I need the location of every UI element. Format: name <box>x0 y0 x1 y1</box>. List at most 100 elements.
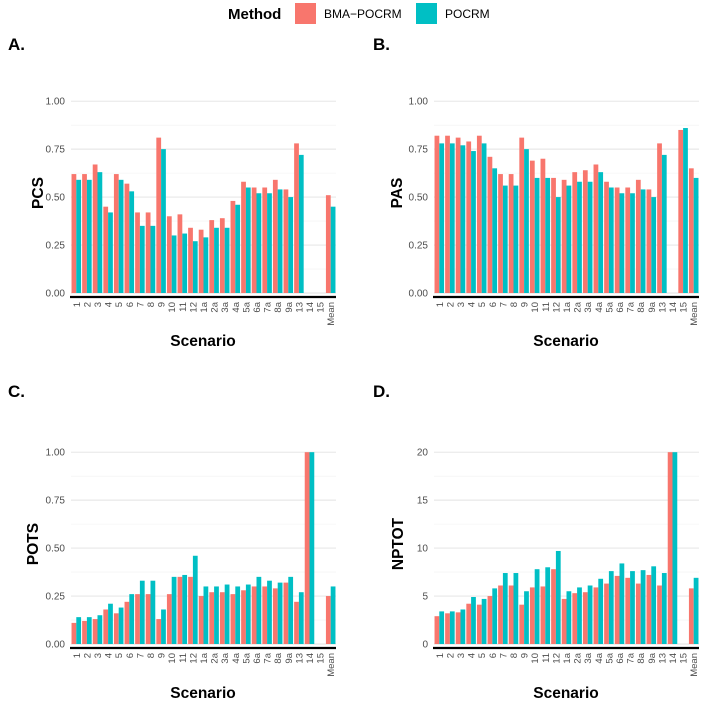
x-tick-label-c: 8 <box>146 653 157 658</box>
bar-c-pocrm-7 <box>139 580 145 644</box>
x-tick-label-a: 6 <box>125 302 136 307</box>
bar-d-pocrm-3 <box>460 609 466 644</box>
x-tick-label-b: 12 <box>551 302 562 313</box>
x-tick-label-b: 9a <box>647 301 658 312</box>
bar-a-bma-pocrm-5a <box>241 181 246 293</box>
bar-a-pocrm-2 <box>86 179 92 293</box>
bar-d-pocrm-12 <box>555 550 561 644</box>
x-tick-label-d: 15 <box>679 653 690 664</box>
bar-d-bma-pocrm-1a <box>561 598 567 644</box>
x-tick-label-c: 2a <box>210 652 221 663</box>
x-tick-label-d: 11 <box>541 653 552 663</box>
bar-c-pocrm-4 <box>108 603 113 644</box>
x-tick-label-d: 4a <box>594 652 605 663</box>
bar-b-pocrm-4a <box>598 172 604 293</box>
bar-d-bma-pocrm-13 <box>657 585 662 644</box>
x-tick-label-a: 1a <box>199 301 210 312</box>
bar-b-bma-pocrm-11 <box>540 158 546 293</box>
bar-d-bma-pocrm-4a <box>593 587 599 644</box>
bar-c-bma-pocrm-4 <box>103 609 109 644</box>
bar-c-bma-pocrm-6a <box>251 586 257 644</box>
bar-a-pocrm-10 <box>171 235 177 293</box>
x-tick-label-b: 14 <box>668 302 679 313</box>
bar-c-bma-pocrm-3a <box>219 592 225 644</box>
x-tick-label-d: 5a <box>604 652 615 663</box>
bar-c-bma-pocrm-1 <box>71 622 77 644</box>
x-tick-label-d: 1 <box>435 653 446 658</box>
bar-a-bma-pocrm-8a <box>272 179 278 293</box>
bar-d-bma-pocrm-2 <box>445 613 450 644</box>
x-tick-label-d: 7 <box>498 653 509 658</box>
y-tick-label-c: 0.00 <box>46 640 66 651</box>
x-tick-label-d: 4 <box>467 653 478 658</box>
bar-d-pocrm-3a <box>587 585 593 644</box>
x-tick-label-b: 4 <box>467 302 478 307</box>
x-tick-label-a: 4 <box>104 302 115 307</box>
x-tick-label-a: 8a <box>273 301 284 312</box>
bar-d-bma-pocrm-8a <box>635 583 641 644</box>
bar-a-bma-pocrm-11 <box>177 214 183 293</box>
x-tick-label-a: 5a <box>241 301 252 312</box>
bar-b-bma-pocrm-3a <box>582 170 588 293</box>
x-tick-label-b: 4a <box>594 301 605 312</box>
bar-b-bma-pocrm-6 <box>487 156 493 293</box>
y-axis-title-b: PAS <box>389 178 406 209</box>
bar-d-pocrm-13 <box>661 573 667 644</box>
bar-b-pocrm-1 <box>439 143 445 293</box>
x-tick-label-d: 2 <box>445 653 456 658</box>
bar-c-pocrm-6a <box>256 576 262 644</box>
plot-area-b: 0.000.250.500.751.001 2 3 4 5 6 7 8 9 10 11 12 1a 2a 3… <box>409 97 701 326</box>
bar-a-bma-pocrm-9a <box>283 189 289 293</box>
x-tick-label-a: 5 <box>114 302 125 307</box>
bar-c-bma-pocrm-12 <box>188 576 193 644</box>
x-tick-label-c: 14 <box>305 653 316 664</box>
y-tick-label-a: 0.25 <box>46 241 66 252</box>
bar-c-bma-pocrm-6 <box>124 601 130 644</box>
bar-a-bma-pocrm-2 <box>82 174 87 293</box>
x-tick-label-d: 13 <box>657 653 668 664</box>
x-tick-label-a: 13 <box>294 302 305 313</box>
bar-b-pocrm-12 <box>555 197 561 293</box>
bar-a-bma-pocrm-3a <box>219 218 225 293</box>
bar-b-pocrm-3 <box>460 145 466 293</box>
x-tick-label-b: 9 <box>520 302 531 307</box>
bar-d-bma-pocrm-3a <box>582 592 588 644</box>
y-tick-label-d: 15 <box>417 496 429 507</box>
bar-b-pocrm-6 <box>492 168 498 293</box>
x-tick-label-b: 15 <box>679 302 690 313</box>
bar-c-pocrm-5 <box>118 607 124 644</box>
bar-b-bma-pocrm-9a <box>646 189 652 293</box>
x-tick-label-b: 6 <box>488 302 499 307</box>
bar-d-bma-pocrm-10 <box>529 587 535 644</box>
x-tick-label-d: 5 <box>477 653 488 658</box>
bar-a-pocrm-Mean <box>330 206 336 293</box>
bar-b-pocrm-8 <box>513 185 519 293</box>
bar-d-pocrm-1a <box>566 591 572 644</box>
x-tick-label-d: Mean <box>689 653 700 677</box>
x-tick-label-d: 1a <box>562 652 573 663</box>
y-axis-title-d: NPTOT <box>390 517 407 570</box>
bar-a-pocrm-9a <box>288 197 294 293</box>
x-tick-label-a: 7 <box>135 302 146 307</box>
bar-b-bma-pocrm-5a <box>604 181 609 293</box>
bar-d-bma-pocrm-11 <box>540 586 546 644</box>
bar-a-bma-pocrm-4 <box>103 206 109 293</box>
bar-d-bma-pocrm-3 <box>455 612 461 644</box>
bar-c-bma-pocrm-4a <box>230 594 236 644</box>
bar-a-pocrm-4 <box>108 212 113 293</box>
bar-d-bma-pocrm-6a <box>614 575 620 644</box>
x-tick-label-b: 2a <box>573 301 584 312</box>
x-tick-label-d: 8 <box>509 653 520 658</box>
x-tick-label-c: 11 <box>178 653 189 663</box>
x-tick-label-d: 14 <box>668 653 679 664</box>
bar-d-pocrm-4a <box>598 578 604 644</box>
bar-d-bma-pocrm-14 <box>667 452 673 644</box>
x-tick-label-d: 2a <box>573 652 584 663</box>
y-tick-label-c: 0.50 <box>46 544 66 555</box>
bar-c-pocrm-9a <box>288 576 294 644</box>
x-tick-label-a: 8 <box>146 302 157 307</box>
bar-c-pocrm-5a <box>245 584 251 644</box>
plot-area-a: 0.000.250.500.751.001 2 3 4 5 6 7 8 9 10 11 12 1a 2a 3… <box>46 97 338 326</box>
x-tick-label-b: 3 <box>456 302 467 307</box>
panel-label-c: C. <box>8 382 25 401</box>
